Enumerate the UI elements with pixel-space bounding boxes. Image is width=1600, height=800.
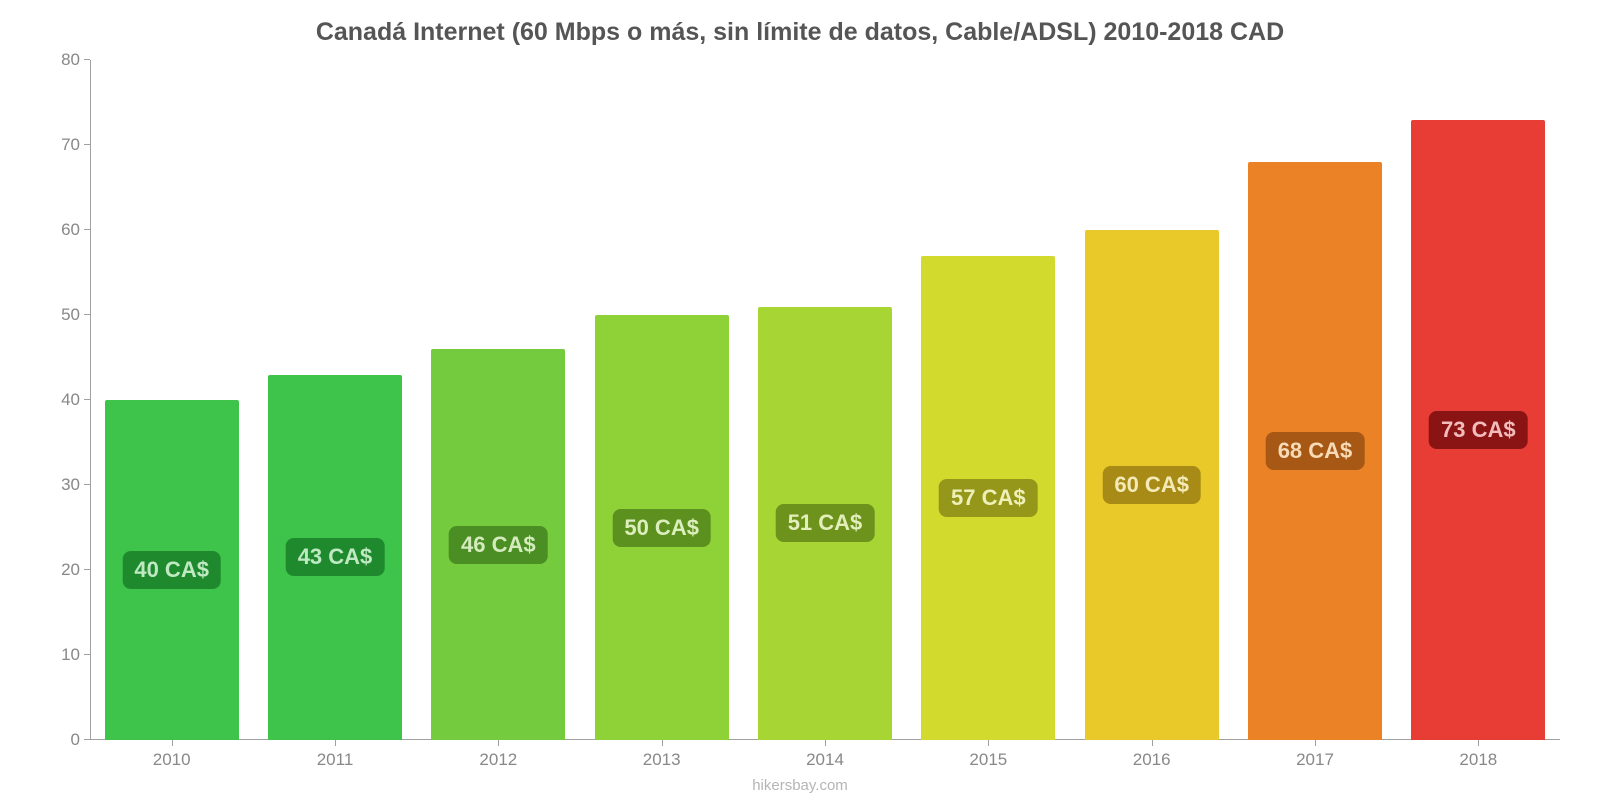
y-tick-mark — [84, 484, 90, 485]
y-tick-label: 40 — [40, 390, 80, 410]
x-tick-label: 2012 — [479, 750, 517, 770]
bar-value-label: 57 CA$ — [939, 479, 1038, 517]
y-tick-label: 80 — [40, 50, 80, 70]
x-tick-mark — [498, 740, 499, 746]
y-axis-line — [90, 60, 91, 740]
y-tick-mark — [84, 229, 90, 230]
y-tick-mark — [84, 399, 90, 400]
x-tick-mark — [1152, 740, 1153, 746]
bar-value-label: 73 CA$ — [1429, 411, 1528, 449]
x-tick-mark — [662, 740, 663, 746]
bar-value-label: 46 CA$ — [449, 526, 548, 564]
x-tick-mark — [1315, 740, 1316, 746]
x-tick-label: 2016 — [1133, 750, 1171, 770]
bar: 57 CA$ — [921, 256, 1055, 741]
x-tick-mark — [1478, 740, 1479, 746]
bar-value-label: 68 CA$ — [1266, 432, 1365, 470]
x-tick-label: 2018 — [1459, 750, 1497, 770]
y-tick-label: 0 — [40, 730, 80, 750]
y-tick-mark — [84, 314, 90, 315]
x-tick-label: 2011 — [317, 750, 354, 770]
x-tick-label: 2017 — [1296, 750, 1334, 770]
y-tick-mark — [84, 144, 90, 145]
bar-value-label: 50 CA$ — [612, 509, 711, 547]
bar: 46 CA$ — [431, 349, 565, 740]
y-tick-mark — [84, 654, 90, 655]
x-tick-label: 2014 — [806, 750, 844, 770]
bar: 68 CA$ — [1248, 162, 1382, 740]
chart-container: Canadá Internet (60 Mbps o más, sin lími… — [0, 0, 1600, 800]
chart-credit: hikersbay.com — [0, 777, 1600, 794]
bar: 43 CA$ — [268, 375, 402, 741]
y-tick-label: 50 — [40, 305, 80, 325]
chart-title: Canadá Internet (60 Mbps o más, sin lími… — [0, 18, 1600, 47]
y-tick-mark — [84, 739, 90, 740]
plot-area: 0102030405060708040 CA$201043 CA$201146 … — [90, 60, 1560, 740]
bar-value-label: 43 CA$ — [286, 538, 385, 576]
x-tick-mark — [988, 740, 989, 746]
y-tick-label: 20 — [40, 560, 80, 580]
x-tick-mark — [335, 740, 336, 746]
bar: 60 CA$ — [1085, 230, 1219, 740]
x-tick-label: 2013 — [643, 750, 681, 770]
bar-value-label: 51 CA$ — [776, 504, 875, 542]
bar: 51 CA$ — [758, 307, 892, 741]
bar: 50 CA$ — [595, 315, 729, 740]
y-tick-label: 10 — [40, 645, 80, 665]
y-tick-mark — [84, 59, 90, 60]
y-tick-mark — [84, 569, 90, 570]
y-tick-label: 30 — [40, 475, 80, 495]
bar: 73 CA$ — [1411, 120, 1545, 741]
y-tick-label: 70 — [40, 135, 80, 155]
bar-value-label: 60 CA$ — [1102, 466, 1201, 504]
bar: 40 CA$ — [105, 400, 239, 740]
x-tick-mark — [172, 740, 173, 746]
x-tick-label: 2015 — [969, 750, 1007, 770]
y-tick-label: 60 — [40, 220, 80, 240]
x-tick-label: 2010 — [153, 750, 191, 770]
bar-value-label: 40 CA$ — [122, 551, 221, 589]
x-tick-mark — [825, 740, 826, 746]
